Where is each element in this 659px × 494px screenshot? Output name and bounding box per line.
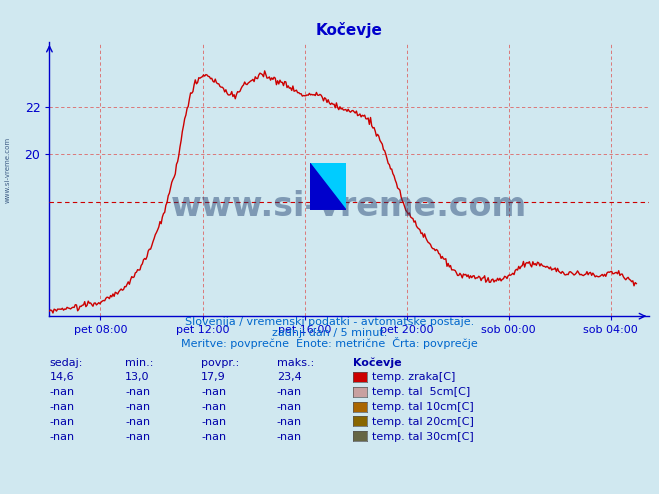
Text: -nan: -nan [49, 417, 74, 427]
Polygon shape [310, 163, 346, 210]
Text: 17,9: 17,9 [201, 372, 226, 382]
Text: -nan: -nan [277, 432, 302, 442]
Text: min.:: min.: [125, 358, 154, 368]
Text: zadnji dan / 5 minut.: zadnji dan / 5 minut. [272, 328, 387, 338]
Text: www.si-vreme.com: www.si-vreme.com [5, 137, 11, 204]
Text: 23,4: 23,4 [277, 372, 302, 382]
Title: Kočevje: Kočevje [316, 22, 383, 38]
Text: -nan: -nan [277, 417, 302, 427]
Text: -nan: -nan [49, 432, 74, 442]
Text: -nan: -nan [277, 402, 302, 412]
Text: -nan: -nan [125, 417, 150, 427]
Text: temp. tal 30cm[C]: temp. tal 30cm[C] [372, 432, 474, 442]
Text: -nan: -nan [125, 402, 150, 412]
Text: -nan: -nan [125, 387, 150, 397]
Text: -nan: -nan [201, 417, 226, 427]
Text: -nan: -nan [49, 387, 74, 397]
Text: sedaj:: sedaj: [49, 358, 83, 368]
Text: 14,6: 14,6 [49, 372, 74, 382]
Text: temp. zraka[C]: temp. zraka[C] [372, 372, 456, 382]
Text: www.si-vreme.com: www.si-vreme.com [171, 190, 527, 223]
Text: temp. tal  5cm[C]: temp. tal 5cm[C] [372, 387, 471, 397]
Text: -nan: -nan [125, 432, 150, 442]
Text: Slovenija / vremenski podatki - avtomatske postaje.: Slovenija / vremenski podatki - avtomats… [185, 317, 474, 327]
Text: -nan: -nan [201, 387, 226, 397]
Text: temp. tal 20cm[C]: temp. tal 20cm[C] [372, 417, 474, 427]
Polygon shape [310, 163, 346, 210]
Text: Meritve: povprečne  Enote: metrične  Črta: povprečje: Meritve: povprečne Enote: metrične Črta:… [181, 337, 478, 349]
Text: -nan: -nan [277, 387, 302, 397]
Text: temp. tal 10cm[C]: temp. tal 10cm[C] [372, 402, 474, 412]
Text: Kočevje: Kočevje [353, 357, 401, 368]
Text: -nan: -nan [201, 432, 226, 442]
Text: maks.:: maks.: [277, 358, 314, 368]
Text: -nan: -nan [201, 402, 226, 412]
Text: 13,0: 13,0 [125, 372, 150, 382]
Text: povpr.:: povpr.: [201, 358, 239, 368]
Text: -nan: -nan [49, 402, 74, 412]
